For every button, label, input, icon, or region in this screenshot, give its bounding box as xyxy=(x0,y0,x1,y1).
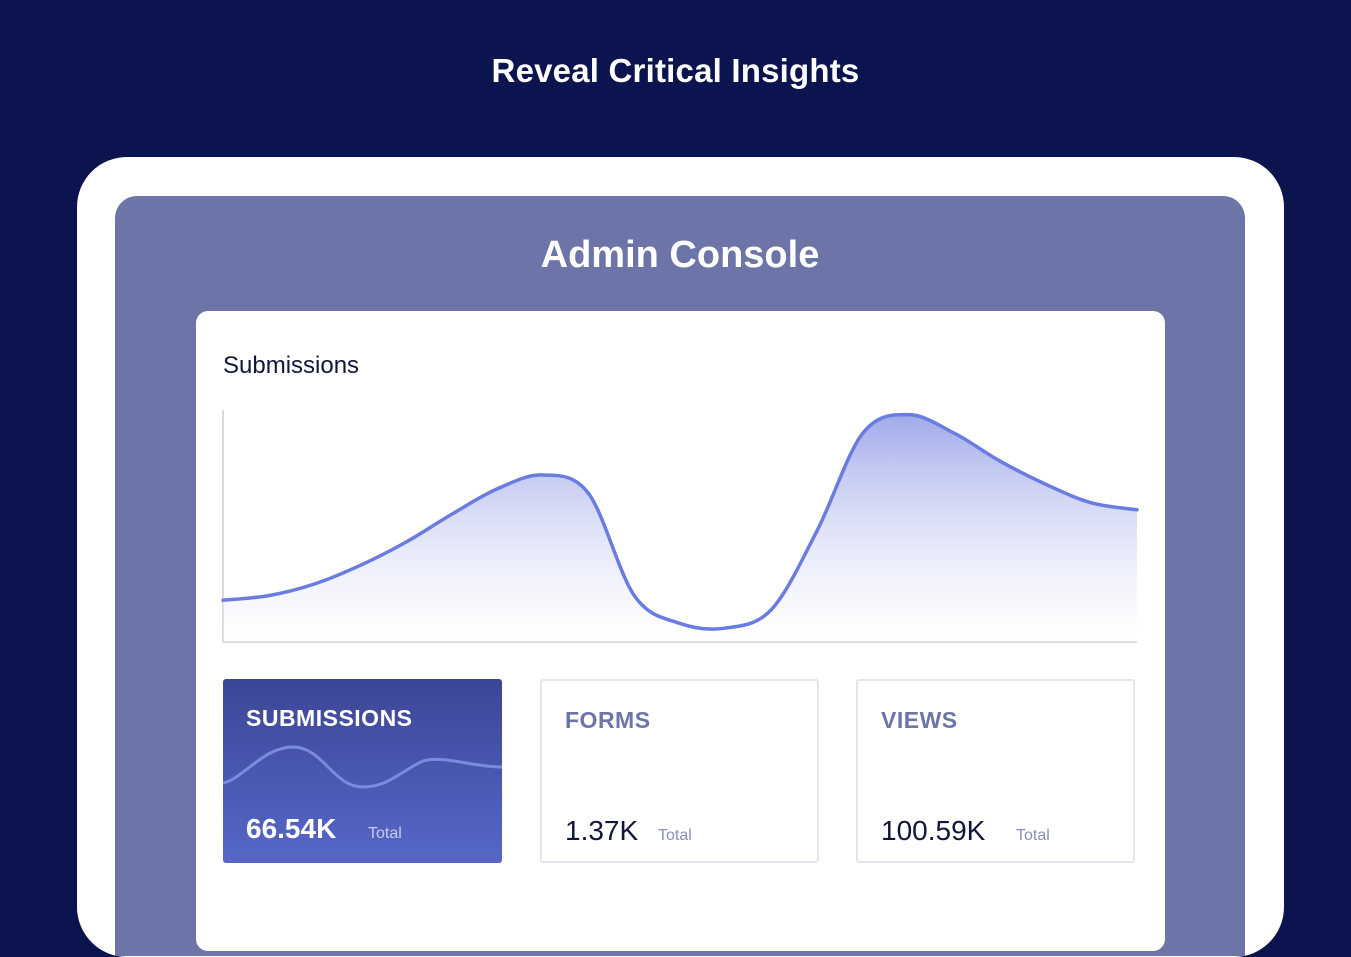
chart-series-line xyxy=(221,412,1139,631)
stat-label: VIEWS xyxy=(881,707,958,733)
stat-value: 66.54K xyxy=(246,813,337,844)
stat-sublabel: Total xyxy=(368,825,402,842)
stat-value: 100.59K xyxy=(881,815,986,846)
stat-card-views[interactable]: VIEWS 100.59K Total xyxy=(856,679,1135,863)
chart-title: Submissions xyxy=(223,352,360,379)
stat-label: FORMS xyxy=(565,707,651,733)
stat-sublabel: Total xyxy=(658,827,692,844)
submissions-sparkline xyxy=(223,745,502,789)
stat-sublabel: Total xyxy=(1016,827,1050,844)
stat-value: 1.37K xyxy=(565,815,639,846)
console-title: Admin Console xyxy=(540,234,820,276)
stat-label: SUBMISSIONS xyxy=(246,705,413,731)
page-headline: Reveal Critical Insights xyxy=(491,52,860,89)
submissions-chart xyxy=(221,410,1139,643)
stat-card-forms[interactable]: FORMS 1.37K Total xyxy=(540,679,819,863)
chart-area-fill xyxy=(223,414,1137,642)
stat-card-submissions[interactable]: SUBMISSIONS 66.54K Total xyxy=(223,679,502,863)
